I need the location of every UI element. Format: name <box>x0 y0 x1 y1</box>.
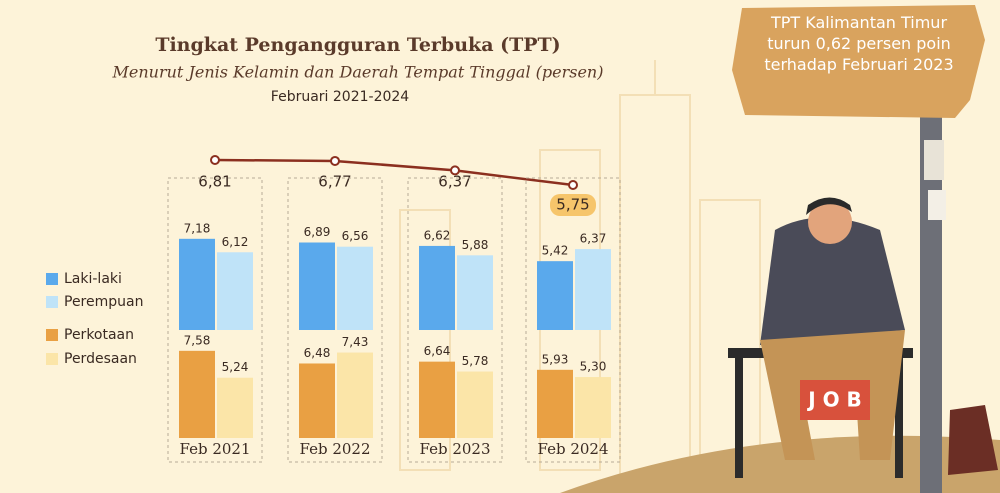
category-label: Feb 2023 <box>419 440 490 458</box>
value-label: 6,64 <box>424 344 451 358</box>
group-frame <box>287 177 383 463</box>
bar <box>419 245 455 330</box>
chart-subtitle: Menurut Jenis Kelamin dan Daerah Tempat … <box>112 63 604 82</box>
illustration: J O B <box>728 60 998 493</box>
value-label: 5,88 <box>462 238 489 252</box>
legend-label: Laki-laki <box>64 271 122 287</box>
line <box>214 158 574 187</box>
value-label: 7,18 <box>184 221 211 235</box>
value-label: 6,56 <box>342 229 369 243</box>
bar <box>299 242 335 330</box>
bar <box>179 238 215 330</box>
line-point <box>330 155 340 166</box>
line-point <box>210 155 220 165</box>
value-label: 5,42 <box>542 244 569 258</box>
highlight <box>550 194 596 216</box>
bar <box>337 352 373 438</box>
value-label: 6,48 <box>304 346 331 360</box>
svg-text:J O B: J O B <box>806 388 862 412</box>
category-label: Feb 2024 <box>537 440 608 458</box>
legend-swatch <box>46 296 58 308</box>
line-value-label: 6,37 <box>438 173 471 191</box>
legend-label: Perkotaan <box>64 327 134 343</box>
bar <box>419 361 455 438</box>
value-label: 6,62 <box>424 228 451 242</box>
value-label: 7,58 <box>184 333 211 347</box>
line-value-label: 5,75 <box>556 196 589 214</box>
chart-title: Tingkat Pengangguran Terbuka (TPT) <box>155 34 560 56</box>
legend-label: Perdesaan <box>64 351 137 367</box>
value-label: 5,30 <box>580 360 607 374</box>
group-frame <box>167 177 263 463</box>
category-label: Feb 2021 <box>179 440 250 458</box>
annotation-box <box>732 5 985 118</box>
value-label: 7,43 <box>342 335 369 349</box>
group-frame <box>407 177 503 463</box>
line-value-label: 6,81 <box>198 173 231 191</box>
group-frame <box>525 177 621 463</box>
value-label: 5,78 <box>462 354 489 368</box>
line-point <box>450 165 460 176</box>
legend-swatch <box>46 353 58 365</box>
line-point <box>568 180 578 191</box>
legend-swatch <box>46 329 58 341</box>
annotation-holder: TPT Kalimantan Timur turun 0,62 persen p… <box>764 13 954 74</box>
value-label: 6,12 <box>222 235 249 249</box>
bar <box>299 363 335 438</box>
bar <box>217 252 253 330</box>
category-label: Feb 2022 <box>299 440 370 458</box>
value-label: 6,37 <box>580 232 607 246</box>
legend-swatch <box>46 273 58 285</box>
bar <box>179 350 215 438</box>
bar <box>457 255 493 330</box>
chart-period: Februari 2021-2024 <box>271 89 409 105</box>
value-label: 5,93 <box>542 352 569 366</box>
value-label: 6,89 <box>304 225 331 239</box>
bar <box>337 246 373 330</box>
annotation: TPT Kalimantan Timur turun 0,62 persen p… <box>764 13 954 74</box>
bar <box>217 377 253 438</box>
legend-label: Perempuan <box>64 294 143 310</box>
bar <box>537 261 573 330</box>
bar <box>457 371 493 438</box>
bar <box>575 377 611 438</box>
value-label: 5,24 <box>222 360 249 374</box>
bar <box>575 249 611 330</box>
bar <box>537 369 573 438</box>
line-value-label: 6,77 <box>318 173 351 191</box>
plot: 6,81 6,77 6,37 5,75 Feb 2021 Feb 2022 Feb 2023… <box>46 155 621 463</box>
